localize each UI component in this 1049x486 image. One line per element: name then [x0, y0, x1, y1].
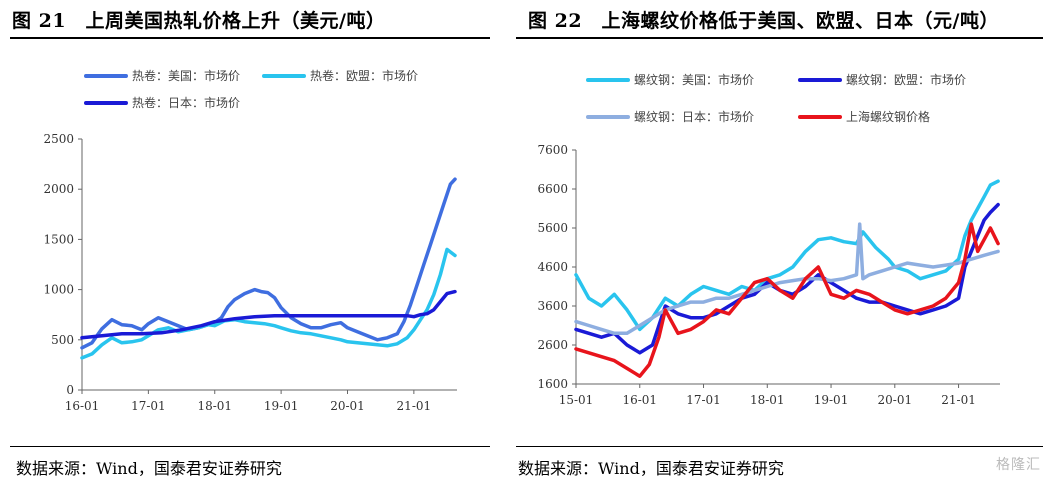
- x-tick-label: 18-01: [750, 393, 785, 407]
- x-tick-label: 17-01: [686, 393, 721, 407]
- source-rule-right: [516, 446, 1043, 447]
- series-line-1: [80, 177, 457, 350]
- y-tick-label: 7600: [537, 143, 568, 157]
- title-rule-right: [516, 37, 1043, 39]
- series-line-3: [80, 289, 457, 340]
- chart-right-svg: 1600 2600 3600 4600 5600 6600 7600 15-01 16-01 17…: [537, 72, 1000, 407]
- y-tick-label: 4600: [537, 260, 568, 274]
- chart-panel-left: 图 21 上周美国热轧价格上升（美元/吨） 0 500 1000 1500 2000 25…: [0, 0, 500, 486]
- chart-panel-right: 图 22 上海螺纹价格低于美国、欧盟、日本（元/吨） 1600 2600 3600 4…: [512, 0, 1049, 486]
- y-tick-label: 5600: [537, 221, 568, 235]
- y-tick-label: 0: [66, 383, 74, 397]
- y-tick-label: 6600: [537, 182, 568, 196]
- legend-label-2: 热卷：欧盟：市场价: [310, 68, 418, 83]
- x-tick-label: 18-01: [197, 399, 232, 413]
- chart-left-svg: 0 500 1000 1500 2000 2500 16-01 17-01 18-01 19-01…: [43, 68, 457, 413]
- legend-label-4: 上海螺纹钢价格: [846, 109, 930, 124]
- series-line-2: [80, 247, 457, 360]
- chart-title-left: 图 21 上周美国热轧价格上升（美元/吨）: [12, 10, 386, 32]
- x-tick-label: 21-01: [397, 399, 432, 413]
- y-tick-label: 2000: [43, 182, 74, 196]
- legend-label-1: 螺纹钢：美国：市场价: [634, 72, 754, 87]
- watermark-logo: 格隆汇: [996, 457, 1041, 473]
- x-tick-label: 20-01: [330, 399, 365, 413]
- title-rule-left: [10, 37, 490, 39]
- y-tick-label: 500: [51, 333, 74, 347]
- y-tick-label: 3600: [537, 299, 568, 313]
- series-line-3: [574, 222, 1000, 336]
- x-tick-label: 19-01: [264, 399, 299, 413]
- y-tick-label: 2600: [537, 338, 568, 352]
- series-line-4: [574, 222, 1000, 378]
- x-tick-label: 16-01: [622, 393, 657, 407]
- source-note-left: 数据来源：Wind，国泰君安证券研究: [16, 459, 282, 478]
- x-tick-label: 19-01: [814, 393, 849, 407]
- x-tick-label: 21-01: [941, 393, 976, 407]
- legend-label-1: 热卷：美国：市场价: [132, 68, 240, 83]
- y-tick-label: 2500: [43, 132, 74, 146]
- source-rule-left: [10, 446, 490, 447]
- y-tick-label: 1600: [537, 377, 568, 391]
- x-tick-label: 20-01: [878, 393, 913, 407]
- x-tick-label: 17-01: [131, 399, 166, 413]
- source-note-right: 数据来源：Wind，国泰君安证券研究: [518, 459, 784, 478]
- legend-label-3: 螺纹钢：日本：市场价: [634, 109, 754, 124]
- x-tick-label: 16-01: [65, 399, 100, 413]
- legend-label-3: 热卷：日本：市场价: [132, 95, 240, 110]
- legend-label-2: 螺纹钢：欧盟：市场价: [846, 72, 966, 87]
- chart-title-right: 图 22 上海螺纹价格低于美国、欧盟、日本（元/吨）: [528, 10, 999, 32]
- x-tick-label: 15-01: [559, 393, 594, 407]
- y-tick-label: 1500: [43, 232, 74, 246]
- series-line-2: [574, 202, 1000, 355]
- y-tick-label: 1000: [43, 283, 74, 297]
- series-line-1: [574, 179, 1000, 332]
